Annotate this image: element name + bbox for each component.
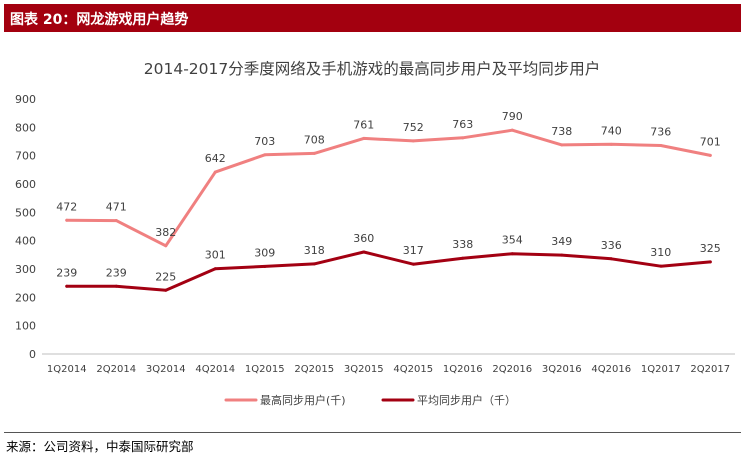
data-label: 763: [452, 118, 473, 131]
data-point: [362, 136, 366, 140]
x-tick-label: 2Q2017: [690, 364, 730, 375]
data-label: 336: [601, 239, 622, 252]
series-line: [65, 250, 712, 292]
data-point: [510, 252, 514, 256]
legend-label: 最高同步用户(千): [260, 393, 346, 407]
data-label: 360: [353, 232, 374, 245]
data-point: [164, 288, 168, 292]
line-chart: 2014-2017分季度网络及手机游戏的最高同步用户及平均同步用户 0 100 20…: [15, 60, 735, 407]
x-tick-label: 1Q2017: [641, 364, 681, 375]
data-point: [560, 143, 564, 147]
data-label: 642: [205, 152, 226, 165]
data-label: 239: [56, 266, 77, 279]
y-tick-label: 400: [15, 235, 36, 248]
data-point: [263, 153, 267, 157]
y-tick-label: 200: [15, 291, 36, 304]
data-point: [213, 170, 217, 174]
x-tick-label: 1Q2014: [47, 364, 87, 375]
data-point: [312, 151, 316, 155]
data-label: 761: [353, 118, 374, 131]
series-1: 472 471 382 642 703 708 761 752 763 790 738 740 736 7…: [56, 110, 721, 248]
y-axis: 0 100 200 300 400 500 600 700 800 900: [15, 93, 36, 361]
data-point: [609, 257, 613, 261]
source-note: 来源：公司资料，中泰国际研究部: [6, 439, 194, 454]
y-tick-label: 500: [15, 206, 36, 219]
legend: 最高同步用户(千) 平均同步用户（千）: [224, 393, 516, 407]
y-tick-label: 300: [15, 263, 36, 276]
legend-label: 平均同步用户（千）: [417, 393, 516, 407]
data-point: [510, 128, 514, 132]
data-point: [114, 284, 118, 288]
x-tick-label: 3Q2015: [344, 364, 384, 375]
x-tick-label: 4Q2016: [591, 364, 631, 375]
data-label: 790: [502, 110, 523, 123]
x-tick-label: 3Q2016: [542, 364, 582, 375]
data-point: [461, 136, 465, 140]
y-tick-label: 900: [15, 93, 36, 106]
data-label: 354: [502, 234, 523, 247]
data-point: [461, 256, 465, 260]
x-tick-label: 1Q2016: [443, 364, 483, 375]
x-tick-label: 2Q2016: [492, 364, 532, 375]
data-label: 317: [403, 244, 424, 257]
data-label: 225: [155, 270, 176, 283]
y-tick-label: 0: [29, 348, 36, 361]
data-label: 309: [254, 246, 275, 259]
series-2: 239 239 225 301 309 318 360 317 338 354 349 336 310 3…: [56, 232, 721, 292]
data-point: [708, 260, 712, 264]
x-tick-label: 1Q2015: [245, 364, 285, 375]
data-point: [263, 264, 267, 268]
data-point: [164, 244, 168, 248]
y-tick-label: 800: [15, 121, 36, 134]
x-tick-label: 4Q2014: [195, 364, 235, 375]
data-label: 701: [700, 135, 721, 148]
series-layer: 472 471 382 642 703 708 761 752 763 790 738 740 736 7…: [56, 110, 721, 292]
series-line: [65, 128, 712, 248]
data-label: 239: [106, 266, 127, 279]
data-label: 752: [403, 121, 424, 134]
data-point: [114, 219, 118, 223]
x-tick-label: 4Q2015: [393, 364, 433, 375]
data-point: [411, 139, 415, 143]
data-point: [411, 262, 415, 266]
y-tick-label: 700: [15, 150, 36, 163]
data-point: [312, 262, 316, 266]
figure-title: 图表 20：网龙游戏用户趋势: [10, 12, 189, 28]
data-point: [213, 267, 217, 271]
data-point: [659, 143, 663, 147]
data-point: [708, 153, 712, 157]
data-label: 740: [601, 124, 622, 137]
x-tick-label: 3Q2014: [146, 364, 186, 375]
data-point: [362, 250, 366, 254]
y-tick-label: 100: [15, 320, 36, 333]
data-point: [65, 284, 69, 288]
data-label: 736: [650, 125, 671, 138]
source-divider: [4, 432, 741, 433]
data-label: 703: [254, 135, 275, 148]
data-label: 472: [56, 200, 77, 213]
data-label: 318: [304, 244, 325, 257]
data-label: 471: [106, 201, 127, 214]
data-point: [560, 253, 564, 257]
data-label: 325: [700, 242, 721, 255]
y-tick-label: 600: [15, 178, 36, 191]
data-label: 708: [304, 133, 325, 146]
data-point: [659, 264, 663, 268]
data-point: [65, 218, 69, 222]
data-label: 738: [551, 125, 572, 138]
data-label: 382: [155, 226, 176, 239]
chart-title: 2014-2017分季度网络及手机游戏的最高同步用户及平均同步用户: [144, 60, 601, 78]
data-label: 349: [551, 235, 572, 248]
x-axis: 1Q2014 2Q2014 3Q2014 4Q2014 1Q2015 2Q2015 3Q20…: [42, 353, 735, 375]
header-bar: 图表 20：网龙游戏用户趋势: [4, 4, 741, 32]
data-label: 310: [650, 246, 671, 259]
data-point: [609, 142, 613, 146]
data-label: 301: [205, 249, 226, 262]
data-label: 338: [452, 238, 473, 251]
x-tick-label: 2Q2015: [294, 364, 334, 375]
x-tick-label: 2Q2014: [96, 364, 136, 375]
